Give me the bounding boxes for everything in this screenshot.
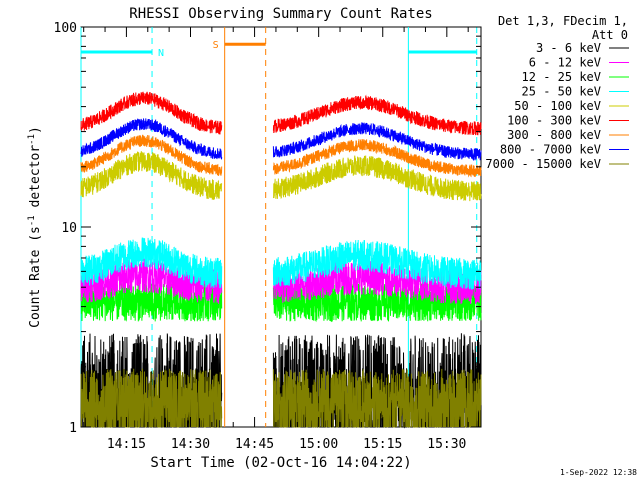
legend-label: 100 - 300 keV <box>507 114 601 128</box>
legend-label: 3 - 6 keV <box>536 41 601 55</box>
series-trace <box>272 94 482 136</box>
legend-label: 300 - 800 keV <box>507 128 601 142</box>
x-tick-label: 14:30 <box>171 437 210 452</box>
chart-title: RHESSI Observing Summary Count Rates <box>129 6 432 22</box>
annotation-label: N <box>158 48 164 59</box>
y-axis-label-sup: -1 <box>27 215 37 226</box>
series-trace <box>80 134 223 176</box>
x-tick-label: 14:45 <box>235 437 274 452</box>
x-tick-label: 15:00 <box>299 437 338 452</box>
x-axis-label: Start Time (02-Oct-16 14:04:22) <box>150 455 411 471</box>
axes-layer: 14:15 14:30 14:45 15:00 15:15 15:30 1 10 100 <box>54 21 481 452</box>
y-tick-label: 1 <box>69 421 77 436</box>
legend-label: 7000 - 15000 keV <box>485 157 601 171</box>
x-tick-label: 15:30 <box>427 437 466 452</box>
series-layer <box>80 91 482 429</box>
series-50-100-kev <box>80 151 482 202</box>
series-trace <box>80 91 223 135</box>
y-axis-label-part: Count Rate (s <box>28 226 43 328</box>
timestamp: 1-Sep-2022 12:38 <box>560 468 637 477</box>
annotation-label: S <box>213 40 219 51</box>
legend-label: 12 - 25 keV <box>522 70 601 84</box>
legend-label: 25 - 50 keV <box>522 85 601 99</box>
y-axis-label: Count Rate (s-1 detector-1) <box>27 126 43 328</box>
vertical-markers <box>80 27 478 427</box>
series-trace <box>80 151 223 200</box>
x-tick-label: 15:15 <box>363 437 402 452</box>
y-axis-label-sup: -1 <box>27 134 37 145</box>
series-trace <box>80 368 223 428</box>
legend-label: 800 - 7000 keV <box>500 143 601 157</box>
series-trace <box>80 237 223 289</box>
y-tick-label: 100 <box>54 21 77 36</box>
series-trace <box>272 239 482 290</box>
legend-header: Att 0 <box>592 28 628 42</box>
series-trace <box>80 118 223 160</box>
series-300-800-kev <box>80 134 482 178</box>
series-100-300-kev <box>80 91 482 136</box>
series-trace <box>272 122 482 162</box>
legend-label: 6 - 12 keV <box>529 56 601 70</box>
series-7000-15000-kev <box>80 368 482 428</box>
series-800-7000-kev <box>80 118 482 162</box>
legend-label: 50 - 100 keV <box>514 99 601 113</box>
x-tick-label: 14:15 <box>107 437 146 452</box>
legend-header: Det 1,3, FDecim 1, <box>498 14 628 28</box>
y-tick-label: 10 <box>61 221 77 236</box>
y-axis-label-part: ) <box>28 126 43 134</box>
y-axis-label-part: detector <box>28 145 43 216</box>
series-25-50-kev <box>80 237 482 290</box>
series-trace <box>272 368 482 428</box>
series-trace <box>272 155 482 202</box>
annotation-layer: NS <box>81 40 477 59</box>
series-trace <box>272 139 482 178</box>
